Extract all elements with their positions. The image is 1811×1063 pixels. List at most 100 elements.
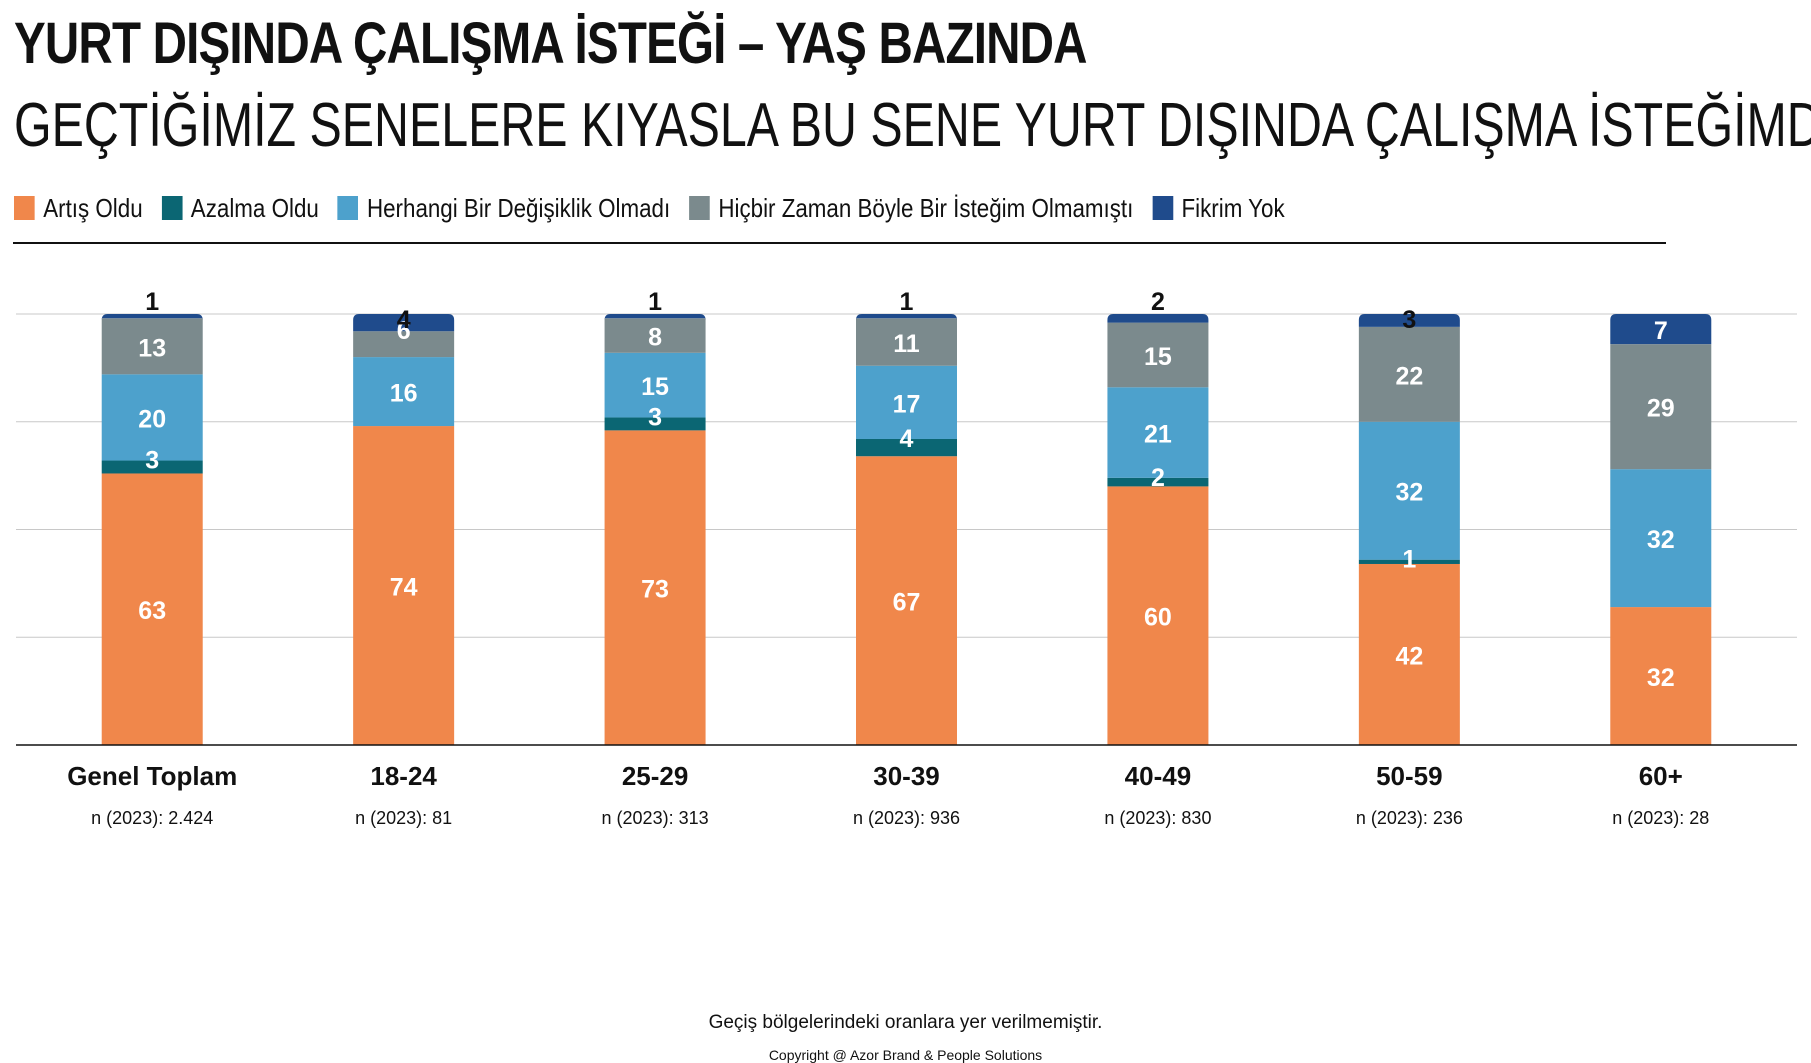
data-label: 4 — [397, 306, 411, 334]
data-label: 21 — [1144, 421, 1172, 449]
data-label: 1 — [648, 288, 662, 316]
legend-swatch — [689, 196, 710, 220]
data-label: 13 — [138, 334, 166, 362]
bar-segment — [604, 318, 706, 353]
bar-segment — [856, 318, 957, 366]
legend-swatch — [337, 196, 359, 220]
bar-segment — [101, 460, 203, 474]
data-label: 3 — [648, 403, 662, 431]
data-label: 63 — [138, 597, 166, 625]
bar-segment — [856, 438, 957, 457]
category-label: 60+ — [1639, 761, 1683, 791]
bar-segment — [1358, 326, 1460, 422]
sample-size-label: n (2023): 313 — [602, 808, 709, 828]
category-label: 18-24 — [370, 761, 437, 791]
bar-segment — [1358, 559, 1460, 564]
bar-segment — [856, 314, 957, 320]
bar-segment — [604, 314, 706, 320]
sample-size-label: n (2023): 830 — [1104, 808, 1211, 828]
data-label: 1 — [1402, 546, 1416, 574]
data-label: 1 — [900, 288, 914, 316]
bar-segment — [1610, 607, 1712, 745]
legend-swatch — [1152, 196, 1173, 220]
bar-segment — [1107, 322, 1209, 388]
data-label: 3 — [145, 447, 159, 475]
data-label: 42 — [1395, 642, 1423, 670]
legend-label: Hiçbir Zaman Böyle Bir İsteğim Olmamıştı — [718, 192, 1134, 223]
bar-segment — [1107, 387, 1209, 478]
legend-item: Herhangi Bir Değişiklik Olmadı — [337, 192, 671, 224]
data-label: 32 — [1647, 664, 1675, 692]
sample-size-label: n (2023): 28 — [1612, 808, 1709, 828]
bar-segment — [856, 365, 957, 439]
legend-item: Hiçbir Zaman Böyle Bir İsteğim Olmamıştı — [689, 193, 1133, 224]
legend-item: Azalma Oldu — [161, 192, 319, 224]
page-subtitle: GEÇTİĞİMİZ SENELERE KIYASLA BU SENE YURT… — [14, 91, 1811, 160]
data-label: 32 — [1647, 526, 1675, 554]
category-label: 25-29 — [622, 761, 689, 791]
data-label: 16 — [390, 380, 418, 408]
data-label: 2 — [1151, 464, 1165, 492]
sample-size-label: n (2023): 936 — [853, 808, 960, 828]
bar-segment — [101, 473, 203, 745]
category-label: 50-59 — [1376, 761, 1443, 791]
data-label: 29 — [1647, 395, 1675, 423]
data-label: 60 — [1144, 604, 1172, 632]
chart-legend: Artış Oldu Azalma Oldu Herhangi Bir Değişi… — [14, 192, 1304, 224]
category-label: 40-49 — [1125, 761, 1192, 791]
data-label: 67 — [893, 589, 921, 617]
bar-segment — [1610, 314, 1712, 345]
data-label: 3 — [1402, 306, 1416, 334]
sample-size-label: n (2023): 2.424 — [91, 808, 213, 828]
data-label: 22 — [1395, 362, 1423, 390]
bar-segment — [604, 430, 706, 745]
bar-segment — [1358, 563, 1460, 745]
sample-size-label: n (2023): 236 — [1356, 808, 1463, 828]
bar-segment — [1107, 314, 1209, 323]
data-label: 11 — [893, 330, 920, 358]
data-label: 15 — [1144, 343, 1172, 371]
legend-item: Artış Oldu — [14, 193, 143, 224]
sample-size-label: n (2023): 81 — [355, 808, 452, 828]
bar-segment — [1358, 314, 1460, 327]
bar-segment — [101, 314, 203, 320]
data-label: 17 — [893, 390, 921, 418]
legend-item: Fikrim Yok — [1152, 192, 1285, 224]
header-divider — [13, 242, 1666, 244]
page-title: YURT DIŞINDA ÇALIŞMA İSTEĞİ – YAŞ BAZIND… — [14, 11, 1088, 76]
legend-swatch — [161, 196, 183, 220]
bar-segment — [604, 352, 706, 418]
data-label: 15 — [641, 373, 669, 401]
bar-segment — [1610, 344, 1712, 470]
data-label: 6 — [397, 317, 411, 345]
data-label: 4 — [900, 425, 914, 453]
footnote: Geçiş bölgelerindeki oranlara yer verilm… — [708, 1012, 1103, 1033]
legend-swatch — [14, 196, 35, 220]
data-label: 1 — [145, 288, 159, 316]
legend-label: Artış Oldu — [43, 192, 143, 223]
data-label: 2 — [1151, 288, 1165, 316]
bar-segment — [1107, 486, 1209, 745]
bar-segment — [353, 357, 455, 427]
bar-segment — [1107, 477, 1209, 487]
copyright-text: Copyright @ Azor Brand & People Solution… — [768, 1047, 1043, 1063]
data-label: 20 — [138, 405, 166, 433]
data-label: 32 — [1395, 479, 1423, 507]
legend-label: Herhangi Bir Değişiklik Olmadı — [366, 192, 671, 223]
bar-segment — [353, 331, 455, 358]
bar-segment — [1358, 421, 1460, 560]
bar-segment — [1610, 469, 1712, 608]
data-label: 73 — [641, 576, 669, 604]
category-label: 30-39 — [873, 761, 940, 791]
bar-segment — [353, 426, 455, 745]
legend-label: Azalma Oldu — [190, 192, 319, 223]
bar-segment — [353, 314, 455, 332]
bar-segment — [101, 374, 203, 461]
legend-label: Fikrim Yok — [1181, 192, 1285, 223]
data-label: 74 — [390, 574, 418, 602]
data-label: 8 — [648, 324, 662, 352]
data-label: 7 — [1654, 317, 1668, 345]
bar-segment — [101, 318, 203, 375]
bar-segment — [604, 417, 706, 431]
